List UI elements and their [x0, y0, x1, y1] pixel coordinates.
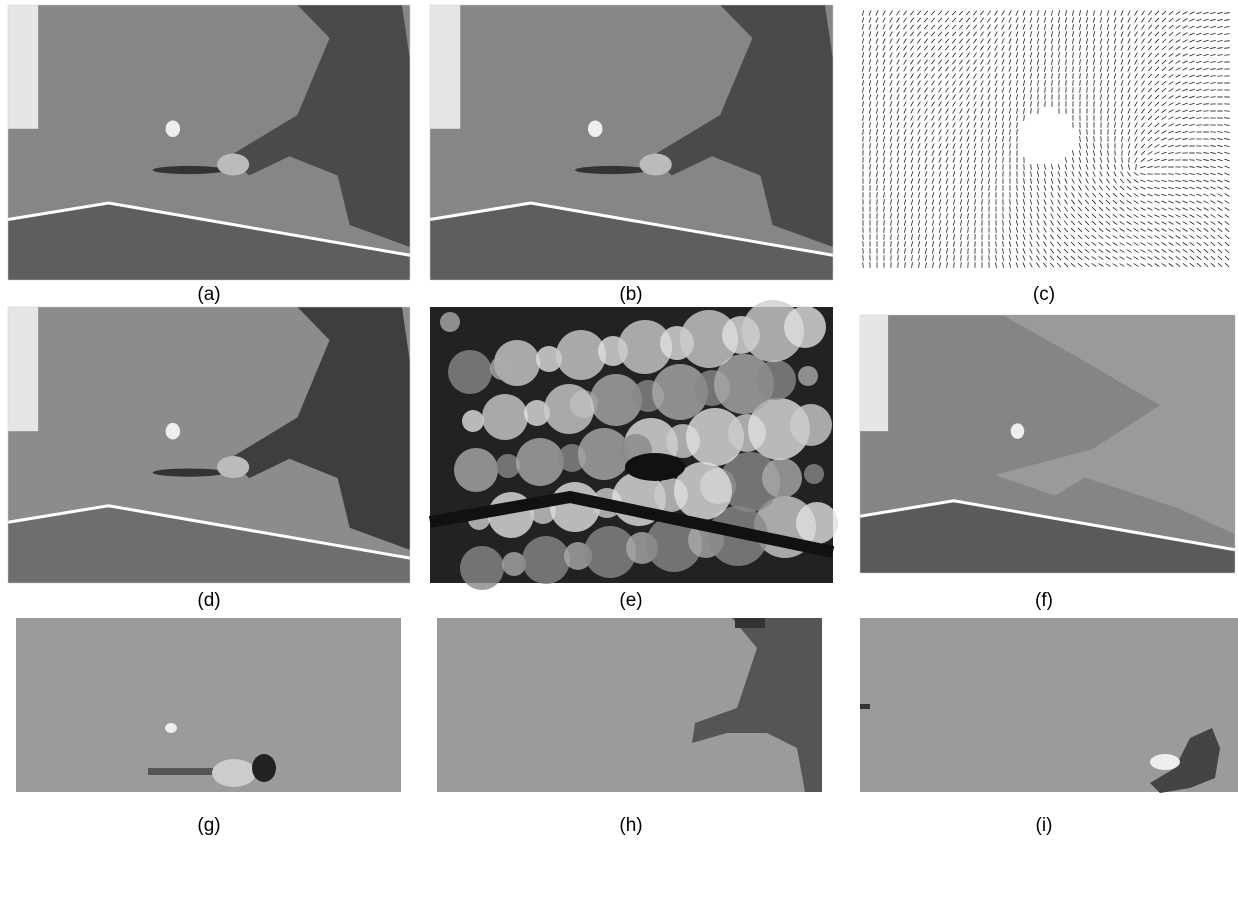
patch — [790, 404, 832, 446]
vector — [1210, 90, 1216, 91]
patch — [804, 464, 824, 484]
figure: (a) (b) (c) (d) (e) (f) (g) (h) (i) — [0, 0, 1238, 912]
vector — [1129, 157, 1130, 163]
vector — [877, 199, 878, 205]
patch — [756, 360, 796, 400]
vector — [996, 178, 997, 184]
vector — [1182, 167, 1188, 168]
caption: (g) — [197, 815, 220, 836]
vector — [863, 248, 864, 254]
caption: (i) — [1036, 815, 1053, 836]
caption: (e) — [619, 590, 642, 611]
segment — [1150, 754, 1180, 770]
image-panel — [860, 315, 1235, 573]
patch — [784, 306, 826, 348]
caption: (b) — [619, 284, 642, 305]
image-panel — [16, 618, 401, 792]
patch — [482, 394, 528, 440]
image-panel — [857, 8, 1235, 272]
patch — [544, 384, 594, 434]
poster — [430, 5, 460, 129]
image-panel — [437, 618, 822, 792]
background — [16, 618, 401, 792]
image-panel — [430, 5, 833, 280]
patch — [556, 330, 606, 380]
vector — [1217, 125, 1223, 126]
vector — [863, 136, 864, 142]
vector — [1080, 80, 1081, 86]
poster — [860, 315, 888, 431]
poster — [8, 5, 38, 129]
hand — [217, 154, 249, 176]
segment — [735, 618, 765, 628]
vector — [989, 262, 990, 268]
blob — [625, 453, 685, 481]
patch — [522, 536, 570, 584]
vector — [898, 262, 899, 268]
patch — [490, 356, 514, 380]
vector — [1203, 146, 1209, 147]
vector — [1010, 150, 1011, 156]
image-panel — [8, 307, 410, 583]
vector — [1017, 136, 1018, 142]
segment — [165, 723, 177, 733]
paddle — [153, 468, 225, 476]
vector — [1224, 55, 1230, 56]
vector — [1059, 80, 1060, 86]
caption: (c) — [1033, 284, 1055, 305]
vector — [1094, 101, 1095, 107]
segment — [212, 759, 256, 787]
segment — [148, 768, 213, 775]
vector — [1073, 80, 1074, 86]
patch — [516, 438, 564, 486]
vector — [1052, 87, 1053, 93]
caption: (h) — [619, 815, 642, 836]
vector — [968, 248, 969, 254]
vector — [1189, 160, 1195, 161]
caption: (a) — [197, 284, 220, 305]
paddle — [575, 166, 648, 174]
caption: (f) — [1035, 590, 1053, 611]
segment — [252, 754, 276, 782]
paddle — [153, 166, 225, 174]
vector — [1045, 94, 1046, 100]
hand — [640, 154, 672, 176]
ball — [1011, 423, 1025, 438]
vector — [975, 227, 976, 233]
caption: (d) — [197, 590, 220, 611]
patch — [798, 366, 818, 386]
segment — [860, 704, 870, 709]
patch — [454, 448, 498, 492]
vector — [961, 262, 962, 268]
ball — [166, 423, 180, 440]
vector — [1066, 80, 1067, 86]
hand — [217, 456, 249, 478]
ball — [166, 121, 180, 138]
vector — [1010, 199, 1011, 205]
vector — [1003, 164, 1004, 170]
poster — [8, 307, 38, 431]
patch — [448, 350, 492, 394]
image-panel — [430, 300, 838, 590]
vector — [891, 241, 892, 247]
patch — [762, 458, 802, 498]
vector — [1196, 153, 1202, 154]
ball — [588, 121, 603, 138]
image-panel — [860, 618, 1238, 793]
patch — [440, 312, 460, 332]
vector — [1196, 125, 1202, 126]
patch — [460, 546, 504, 590]
vector — [884, 220, 885, 226]
vector — [989, 192, 990, 198]
patch — [462, 410, 484, 432]
patch — [796, 502, 838, 544]
vector — [870, 171, 871, 177]
vector — [1115, 136, 1116, 142]
image-panel — [8, 5, 410, 280]
